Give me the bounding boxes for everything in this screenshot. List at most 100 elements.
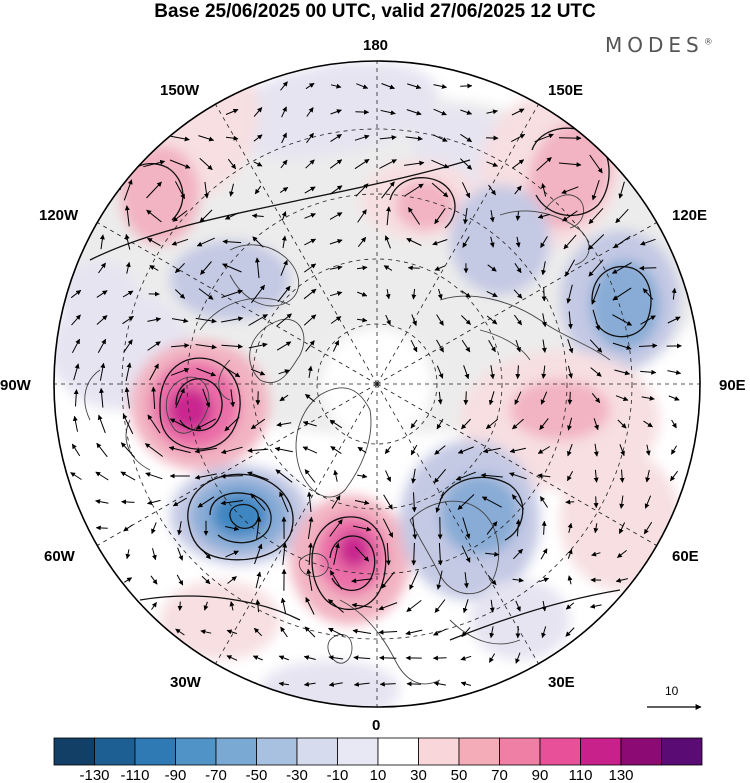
wind-vector [433,108,447,116]
greenland-coast [295,387,372,498]
wind-vector [411,288,417,300]
wind-vector [71,338,81,354]
wind-vector [305,82,315,90]
colorbar-swatch [539,737,581,766]
wind-vector [511,494,525,510]
wind-vector [354,500,370,506]
wind-vector [96,290,108,298]
anomaly-neg-n-pacific [221,61,439,159]
lon-label-180: 180 [363,37,389,54]
colorbar-tick-label: -30 [286,767,308,783]
wind-vector [379,681,396,687]
wind-vector [306,107,314,117]
wind-vector [328,655,344,661]
anomaly-neg-120e-north [450,185,550,295]
wind-vector [304,626,316,638]
wind-vector [71,443,81,457]
wind-vector [436,570,443,590]
labrador-coast [84,369,151,471]
wind-vector [381,181,395,199]
wind-vector [275,469,293,483]
wind-vector [593,469,599,483]
wind-vector [645,469,651,483]
wind-vector [378,629,398,635]
wind-vector [227,576,237,584]
wind-vector [281,211,287,221]
wind-vector [541,365,547,379]
wind-vector [406,238,422,246]
wind-vector [122,413,134,435]
wind-vector [357,317,368,323]
wind-vector [124,233,131,250]
wind-vector [307,365,313,378]
wind-vector [279,394,289,402]
lon-label-150w: 150W [160,82,200,99]
wind-vector [381,83,395,90]
wind-vectors [70,81,682,687]
wind-vector [195,317,217,324]
wind-vector [279,491,289,513]
wind-vector [149,363,159,381]
wind-vector [147,499,161,505]
wind-vector [171,343,190,349]
wind-vector [514,391,522,405]
wind-vector [567,338,574,354]
wind-vector [226,629,238,635]
wind-vector [589,154,603,174]
wind-vector [541,626,547,639]
wind-vector [202,388,211,408]
wind-vector [593,418,599,431]
wind-vector [406,681,422,687]
vector-reference-arrow [647,704,702,710]
wind-vector [329,265,343,271]
wind-vector [385,314,391,326]
wind-vector [224,416,240,432]
wind-vector [618,181,625,199]
wind-vector [194,447,217,454]
wind-vector [515,652,521,664]
wind-vector [511,133,526,143]
wind-vector [379,655,397,661]
wind-vector [175,628,185,636]
wind-vector [433,84,447,89]
contour-jet-north [89,159,471,261]
wind-vector [619,495,625,509]
meridian-line-8 [97,383,378,546]
wind-vector [485,551,500,557]
wind-vector [97,338,107,353]
wind-vector [73,363,80,381]
wind-vector [462,236,470,248]
wind-vector [462,517,471,539]
colorbar: -130 -110 -90 -70 -50 -30 -10 10 30 50 70 90 110 130 [53,737,703,783]
wind-vector [433,681,446,687]
contour-neg-60w-2 [209,492,272,544]
wind-vector [278,681,289,687]
wind-vector [281,235,287,249]
vector-reference-label: 10 [665,684,679,698]
wind-vector [225,135,239,141]
wind-vector [640,369,657,375]
wind-vector [567,548,573,559]
contour-neg-scand [439,476,524,541]
wind-vector [640,238,656,246]
wind-vector [381,571,395,589]
wind-vector [639,265,657,271]
colorbar-tick-label: -130 [79,767,109,783]
wind-vector [558,162,582,168]
wind-vector [329,570,343,590]
graticule [54,61,700,707]
wind-vector [124,205,130,227]
wind-vector [147,317,162,322]
wind-vector [615,395,629,402]
colorbar-tick-label: -10 [327,767,349,783]
wind-vector [613,235,631,249]
wind-vector [406,109,422,116]
wind-vector [461,339,471,353]
wind-vector [151,601,157,610]
anomaly-neg-60w-core [212,493,268,537]
wind-vector [385,542,391,566]
wind-vector [303,681,316,687]
wind-vector [645,444,651,456]
wind-vector [226,655,238,661]
